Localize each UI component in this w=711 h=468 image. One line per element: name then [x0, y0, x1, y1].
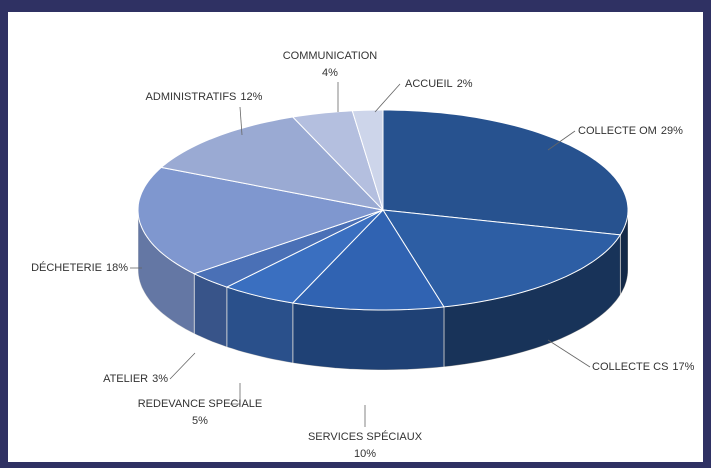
leader-line — [230, 383, 241, 405]
slice-side-shade — [292, 303, 444, 370]
slice-label-group: ACCUEIL 2% — [405, 78, 473, 90]
slice-value-label: 12% — [240, 91, 262, 103]
slice — [192, 209, 384, 288]
slice-label: COLLECTE OM — [578, 125, 657, 137]
slice-value-label: 5% — [192, 415, 208, 427]
slice-label-group: DÉCHETERIE 18% — [31, 261, 128, 274]
slice-label-group: COLLECTE OM 29% — [578, 125, 683, 137]
leader-line — [547, 130, 576, 151]
slice-side-shade — [443, 234, 621, 367]
slice-side-shade — [226, 287, 293, 363]
slice-label: ADMINISTRATIFS — [146, 91, 237, 103]
slice-label: REDEVANCE SPECIALE — [138, 398, 263, 410]
slice — [382, 209, 622, 308]
slice — [225, 209, 384, 304]
slice-label: COMMUNICATION — [283, 50, 378, 62]
slice-value-label: 17% — [672, 361, 694, 373]
slice-label-group: COLLECTE CS 17% — [592, 361, 695, 373]
slice — [382, 109, 629, 236]
leader-line — [547, 339, 591, 368]
slice-label-group: ATELIER 3% — [103, 373, 168, 385]
slice-label: COLLECTE CS — [592, 361, 668, 373]
slice-label: ATELIER — [103, 373, 148, 385]
slice-value-label: 2% — [457, 78, 473, 90]
slice-side-shade — [138, 210, 195, 334]
slice-label-group: ADMINISTRATIFS 12% — [146, 91, 263, 103]
leader-line — [374, 83, 401, 113]
slice-value-label: 29% — [661, 125, 683, 137]
slice — [291, 110, 384, 211]
slice-label: ACCUEIL — [405, 78, 453, 90]
slice-side-shade — [620, 210, 628, 295]
slice — [351, 109, 384, 211]
slice-label: SERVICES SPÉCIAUX — [308, 430, 423, 443]
slice-label: DÉCHETERIE — [31, 261, 102, 274]
slice-value-label: 10% — [354, 448, 376, 460]
slice — [291, 209, 445, 311]
slice-value-label: 3% — [152, 373, 168, 385]
slice-side-shade — [194, 273, 227, 348]
slice — [137, 166, 385, 275]
slice-value-label: 18% — [106, 262, 128, 274]
leader-line — [169, 352, 196, 380]
slice — [160, 116, 385, 211]
slice-value-label: 4% — [322, 67, 338, 79]
leader-line — [239, 106, 243, 136]
